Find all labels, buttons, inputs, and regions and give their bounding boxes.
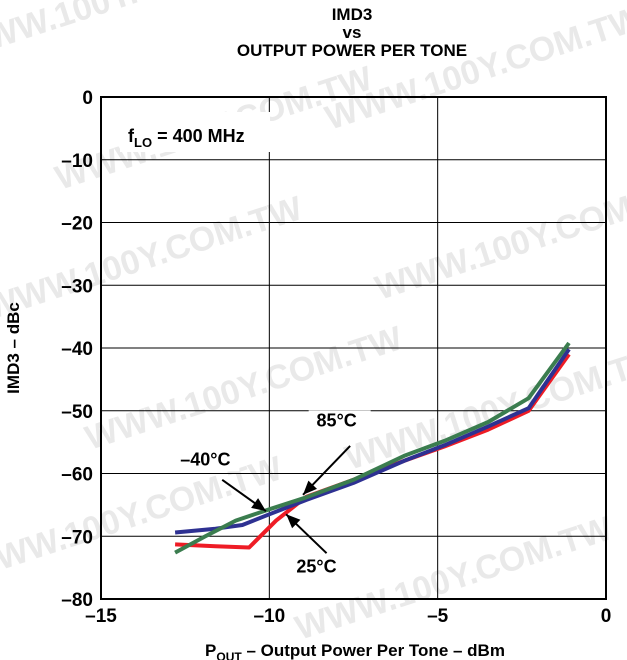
x-tick-label: –15 xyxy=(85,606,117,627)
inset-note-box xyxy=(120,112,270,152)
annotation-background xyxy=(308,410,371,433)
y-tick-label: –30 xyxy=(61,276,93,297)
y-tick-label: –60 xyxy=(61,465,93,486)
annotation-label: 25°C xyxy=(296,557,336,577)
annotation-arrow-head xyxy=(251,498,266,512)
y-tick-label: –10 xyxy=(61,151,93,172)
annotation-label: 85°C xyxy=(317,410,357,430)
watermark-text: WWW.100Y.COM.TW xyxy=(371,169,627,308)
tick-labels: –15 –10 –5 00–10–20–30–40–50–60–70–80 xyxy=(61,88,611,627)
watermark-text: WWW.100Y.COM.TW xyxy=(0,189,308,328)
plot-frame xyxy=(100,96,607,600)
chart-title: IMD3 xyxy=(332,5,373,24)
x-axis-label: POUT – Output Power Per Tone – dBm xyxy=(205,641,505,660)
y-tick-label: –40 xyxy=(61,339,93,360)
annotation-background xyxy=(288,556,351,579)
series-line xyxy=(174,341,571,555)
x-tick-label: –5 xyxy=(427,606,449,627)
series-lines xyxy=(174,341,571,555)
annotation-label: –40°C xyxy=(180,449,230,469)
inset-note: fLO = 400 MHz xyxy=(128,126,245,150)
y-axis-label: IMD3 – dBc xyxy=(4,302,23,394)
annotation-background xyxy=(177,449,240,472)
annotation-arrow-head xyxy=(303,480,317,495)
y-tick-label: –50 xyxy=(61,402,93,423)
series-line xyxy=(174,348,571,535)
y-tick-label: 0 xyxy=(82,88,93,109)
x-tick-label: 0 xyxy=(601,606,612,627)
annotation-arrow-head xyxy=(286,514,301,529)
chart-title-vs: vs xyxy=(343,23,362,42)
chart-title-sub: OUTPUT POWER PER TONE xyxy=(237,41,467,60)
x-tick-label: –10 xyxy=(253,606,285,627)
curve-annotations: 85°C –40°C 25°C xyxy=(177,410,371,579)
y-tick-label: –80 xyxy=(61,590,93,611)
grid-lines xyxy=(101,97,606,599)
y-tick-label: –70 xyxy=(61,527,93,548)
y-tick-label: –20 xyxy=(61,214,93,235)
